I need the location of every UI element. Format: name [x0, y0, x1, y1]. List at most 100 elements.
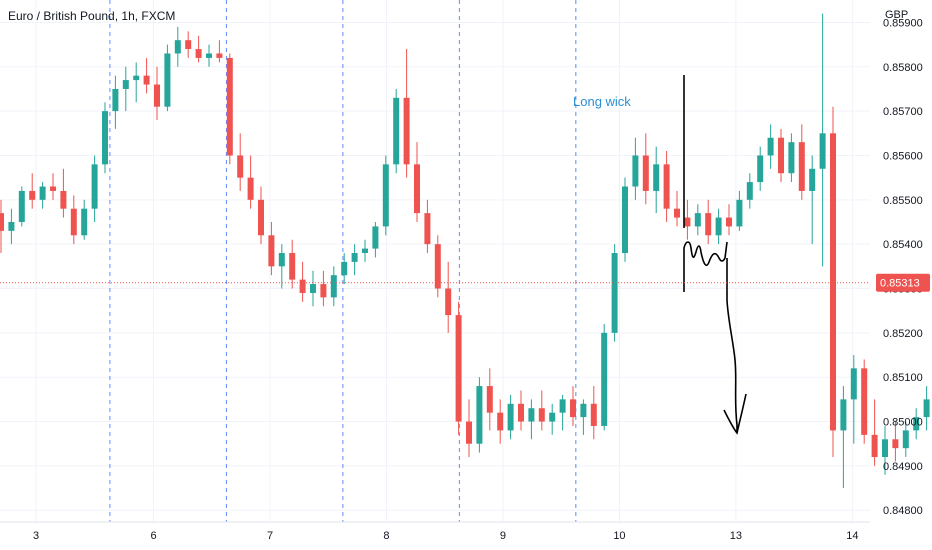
candle [788, 133, 795, 183]
candle [195, 35, 202, 63]
candle-body [226, 57, 233, 156]
candle-body [91, 164, 98, 209]
currency-label: GBP [885, 9, 909, 21]
date-tick-label: 8 [383, 530, 389, 542]
candle-body [705, 213, 712, 236]
candle-body [570, 399, 576, 418]
price-axis[interactable]: 0.84800 0.84900 0.85000 0.85100 0.85200 0.853… [876, 17, 930, 517]
candle [476, 377, 483, 453]
candle-body [538, 408, 545, 422]
candle [861, 359, 868, 444]
candle [60, 168, 67, 218]
candle [767, 124, 774, 169]
candle [549, 403, 556, 435]
date-tick-label: 7 [267, 530, 273, 542]
candle-body [518, 403, 524, 422]
candle-body [757, 155, 764, 183]
candle-body [0, 213, 4, 231]
candle [663, 151, 670, 222]
long-wick-annotation[interactable]: Long wick [573, 94, 631, 109]
candle-body [445, 288, 452, 316]
price-tick-label: 0.85800 [883, 62, 923, 74]
candle [122, 66, 129, 112]
candle-body [466, 421, 472, 444]
price-tick-label: 0.85700 [883, 106, 923, 118]
price-tick-label: 0.84800 [883, 505, 923, 517]
candle [393, 88, 400, 174]
candle-body [237, 155, 244, 178]
candle-body [174, 40, 181, 54]
candle-body [434, 244, 441, 289]
candle [705, 199, 712, 245]
candle-body [486, 386, 493, 413]
candle-body [674, 208, 680, 218]
candle [424, 199, 431, 254]
price-tick-label: 0.85500 [883, 195, 923, 207]
candle-body [726, 217, 732, 227]
candle-body [850, 368, 857, 400]
hand-drawn-annotations [683, 75, 747, 435]
candle [632, 137, 639, 200]
candle [611, 244, 618, 342]
candle-body [102, 111, 108, 165]
candle [185, 31, 192, 58]
date-tick-label: 10 [613, 530, 625, 542]
candle [923, 386, 930, 431]
candle [289, 239, 296, 289]
candle [736, 190, 743, 231]
candle [840, 386, 847, 489]
candle-body [310, 284, 316, 293]
candle-body [278, 253, 285, 267]
candle-body [258, 199, 264, 236]
candle [726, 204, 732, 236]
candle-body [393, 97, 400, 165]
candle [237, 133, 244, 191]
candle-body [112, 88, 119, 112]
candle [486, 368, 493, 431]
candle [91, 155, 98, 222]
candle-body [559, 399, 566, 413]
candle [528, 399, 535, 440]
price-tick-label: 0.85100 [883, 372, 923, 384]
current-price-label: 0.85313 [880, 278, 920, 290]
candle-body [653, 164, 660, 191]
candle-body [247, 177, 254, 200]
price-tick-label: 0.85600 [883, 150, 923, 162]
candle-body [684, 217, 691, 227]
price-tick-label: 0.85000 [883, 417, 923, 429]
candle [164, 44, 171, 112]
candle [414, 142, 420, 222]
candle-body [767, 137, 774, 156]
candle [310, 270, 316, 307]
candle [247, 155, 254, 209]
candle [268, 221, 275, 276]
candle [112, 75, 119, 129]
candle [362, 239, 368, 262]
candles [0, 13, 930, 489]
candle [258, 186, 264, 245]
candle-body [902, 430, 909, 449]
candle-body [143, 75, 150, 85]
candle-body [611, 253, 618, 333]
candle [154, 66, 160, 120]
candle [455, 301, 462, 435]
candle-body [798, 142, 805, 191]
date-tick-label: 3 [33, 530, 39, 542]
candle [29, 173, 36, 209]
candle-body [892, 439, 899, 449]
candle [226, 53, 233, 165]
candle-body [632, 155, 639, 187]
candle-body [403, 97, 410, 165]
candle-body [50, 186, 56, 191]
candle [559, 394, 566, 431]
candle [902, 421, 909, 458]
candle-body [351, 253, 358, 262]
candle [892, 421, 899, 462]
candle-body [18, 190, 25, 222]
candle [330, 266, 337, 307]
candle [518, 390, 524, 431]
time-axis[interactable]: 3 6 7 8 9 10 13 14 [0, 521, 870, 542]
candle-body [362, 248, 368, 254]
candle-body [216, 53, 223, 58]
